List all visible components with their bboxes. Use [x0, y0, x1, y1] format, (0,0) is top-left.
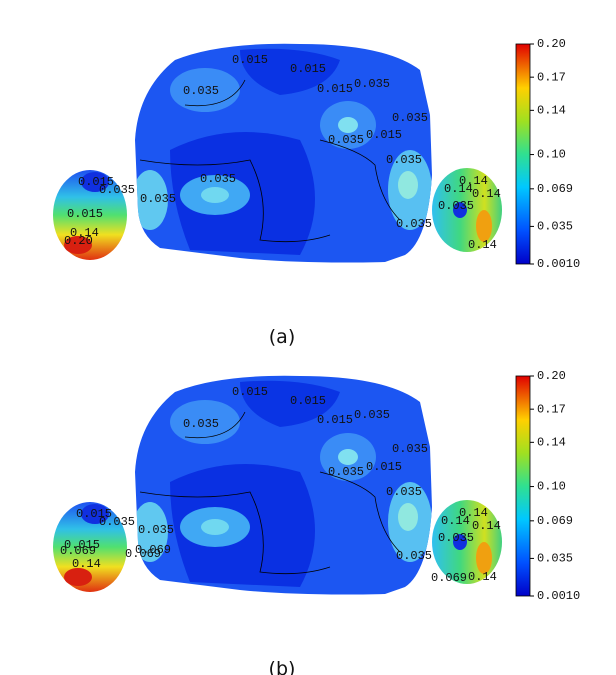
contour-label: 0.069 — [135, 543, 171, 557]
contour-label: 0.14 — [468, 570, 497, 584]
contour-label: 0.015 — [290, 62, 326, 76]
contour-label: 0.14 — [468, 238, 497, 252]
contour-label: 0.035 — [138, 523, 174, 537]
colorbar-tick-label: 0.20 — [537, 369, 566, 383]
contour-label: 0.14 — [70, 226, 99, 240]
contour-label: 0.14 — [459, 174, 488, 188]
contour-label: 0.015 — [317, 82, 353, 96]
contour-label: 0.035 — [140, 192, 176, 206]
colorbar-tick-label: 0.069 — [537, 514, 573, 528]
contour-label: 0.035 — [99, 183, 135, 197]
contour-label: 0.015 — [67, 207, 103, 221]
field — [135, 375, 432, 595]
colorbar-tick-label: 0.14 — [537, 436, 566, 450]
contour-label: 0.035 — [328, 133, 364, 147]
contour-label: 0.035 — [200, 172, 236, 186]
contour-label: 0.14 — [472, 187, 501, 201]
field — [135, 43, 432, 263]
contour-line — [319, 139, 401, 221]
colorbar-tick-label: 0.0010 — [537, 589, 580, 603]
patch — [81, 172, 109, 192]
patch — [135, 502, 168, 562]
colorbar-tick-label: 0.069 — [537, 182, 573, 196]
patch — [398, 503, 418, 531]
contour-label: 0.14 — [459, 506, 488, 520]
colorbar-tick-label: 0.17 — [537, 402, 566, 416]
contour-label: 0.015 — [317, 413, 353, 427]
contour-label: 0.015 — [232, 385, 268, 399]
colorbar-tick-label: 0.035 — [537, 552, 573, 566]
colorbar-tick-label: 0.20 — [537, 37, 566, 51]
contour-label: 0.14 — [472, 519, 501, 533]
contour-line — [319, 471, 401, 553]
contour-label: 0.14 — [72, 557, 101, 571]
patch — [338, 117, 358, 133]
contour-label: 0.015 — [366, 128, 402, 142]
patch — [453, 202, 467, 218]
patch — [240, 380, 340, 427]
patch — [135, 170, 168, 230]
contour-line — [184, 79, 246, 107]
contour-label: 0.035 — [386, 485, 422, 499]
contour-label: 0.035 — [438, 531, 474, 545]
contour-label: 0.035 — [392, 111, 428, 125]
colorbar-tick-label: 0.14 — [537, 104, 566, 118]
contour-line — [184, 411, 246, 439]
contour-label: 0.035 — [354, 408, 390, 422]
panel-caption: (b) — [269, 658, 296, 675]
colorbar-tick-label: 0.0010 — [537, 257, 580, 271]
colorbar-tick-label: 0.17 — [537, 70, 566, 84]
contour-label: 0.20 — [64, 234, 93, 248]
contour-label: 0.035 — [328, 465, 364, 479]
colorbar-tick-label: 0.10 — [537, 480, 566, 494]
colorbar — [515, 375, 531, 597]
contour-label: 0.015 — [232, 53, 268, 67]
contour-line — [139, 159, 331, 243]
contour-label: 0.14 — [444, 182, 473, 196]
contour-label: 0.035 — [396, 549, 432, 563]
patch — [64, 236, 92, 254]
contour-label: 0.015 — [366, 460, 402, 474]
contour-label: 0.069 — [125, 547, 161, 561]
patch — [338, 449, 358, 465]
contour-label: 0.069 — [431, 571, 467, 585]
contour-label: 0.14 — [441, 514, 470, 528]
contour-label: 0.035 — [392, 442, 428, 456]
patch — [201, 519, 229, 535]
contour-label: 0.069 — [60, 544, 96, 558]
contour-label: 0.035 — [99, 515, 135, 529]
patch — [240, 48, 340, 95]
patch — [81, 504, 109, 524]
contour-label: 0.035 — [438, 199, 474, 213]
colorbar-tick-label: 0.035 — [537, 220, 573, 234]
panel-caption: (a) — [269, 326, 295, 348]
contour-line — [139, 491, 331, 575]
patch — [398, 171, 418, 199]
contour-label: 0.035 — [396, 217, 432, 231]
contour-label: 0.015 — [76, 507, 112, 521]
contour-label: 0.035 — [183, 417, 219, 431]
colorbar — [515, 43, 531, 265]
patch — [201, 187, 229, 203]
contour-label: 0.035 — [386, 153, 422, 167]
contour-label: 0.015 — [290, 394, 326, 408]
contour-label: 0.035 — [354, 77, 390, 91]
contour-label: 0.015 — [78, 175, 114, 189]
patch — [476, 542, 492, 574]
colorbar-tick-label: 0.10 — [537, 148, 566, 162]
patch — [476, 210, 492, 242]
patch — [64, 568, 92, 586]
contour-label: 0.035 — [183, 84, 219, 98]
contour-label: 0.015 — [64, 538, 100, 552]
patch — [453, 534, 467, 550]
